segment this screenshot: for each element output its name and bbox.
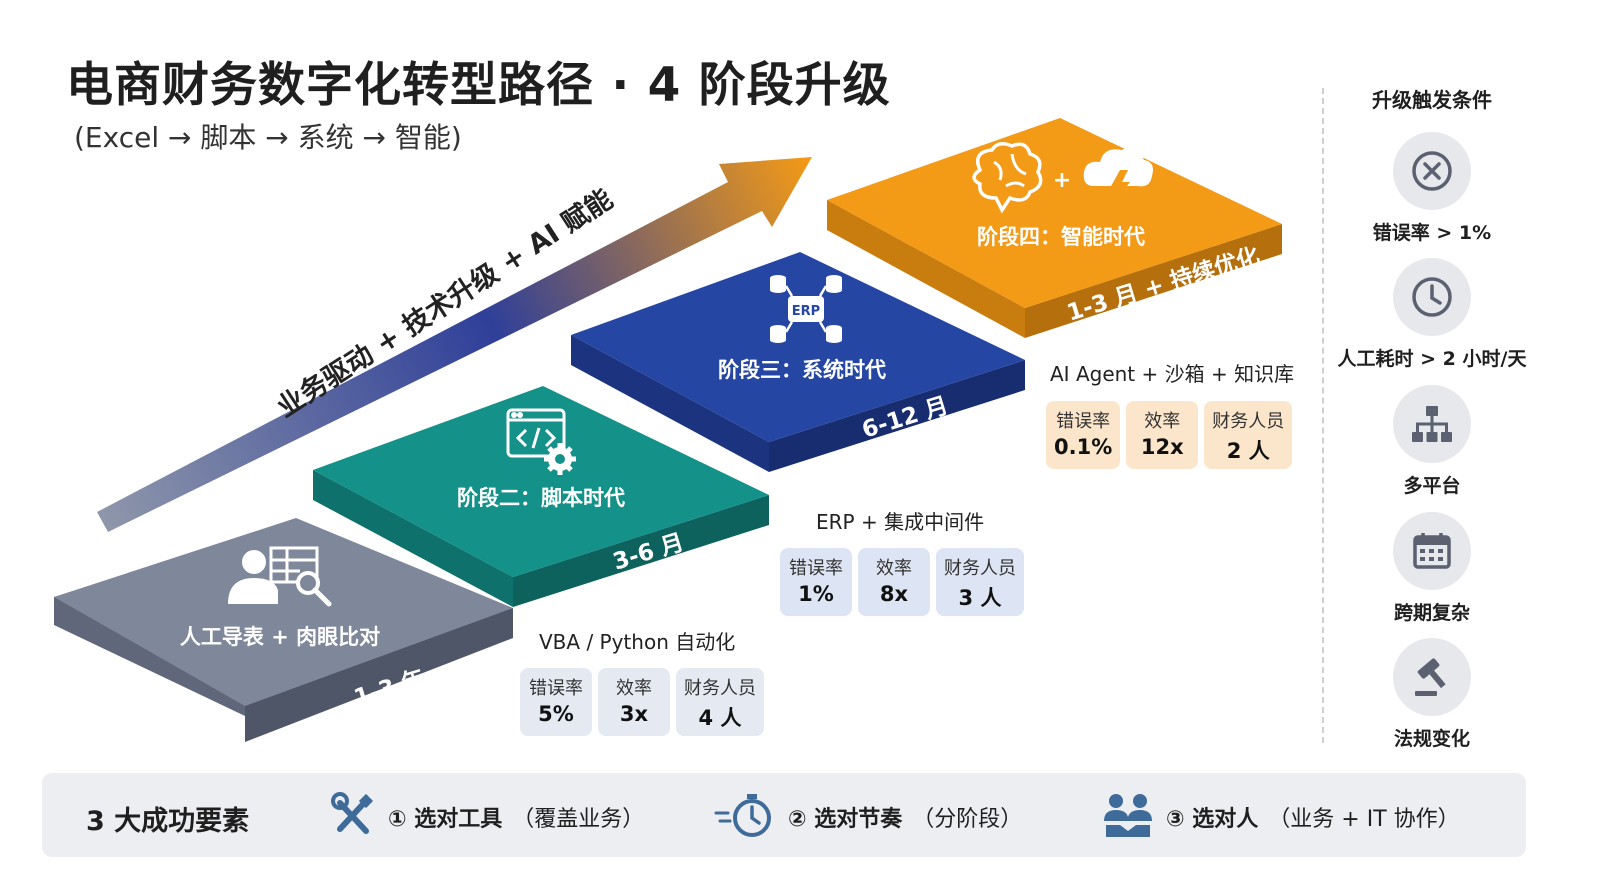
factor-tools: ① 选对工具 （覆盖业务）	[328, 791, 644, 843]
growth-arrow	[97, 157, 812, 532]
metric-card: 效率 12x	[1126, 401, 1199, 469]
gavel-icon	[1393, 638, 1471, 716]
brain-cloud-icon: +	[972, 142, 1153, 214]
metric-card: 财务人员 4 人	[676, 668, 764, 736]
erp-database-icon: ERP	[770, 275, 842, 343]
triggers-title: 升级触发条件	[1372, 88, 1492, 112]
error-x-icon	[1393, 132, 1471, 210]
stage-4-step	[827, 118, 1282, 338]
success-factors-title: 3 大成功要素	[86, 806, 250, 837]
calendar-icon	[1393, 512, 1471, 590]
tools-icon	[328, 791, 378, 843]
success-factors-bar: 3 大成功要素 ① 选对工具 （覆盖业务） ② 选对节奏 （分阶段） ③ 选对人 （业…	[42, 773, 1526, 857]
stage-1-tech: VBA / Python 自动化	[539, 630, 736, 654]
stopwatch-icon	[714, 791, 778, 843]
metric-card: 效率 3x	[598, 668, 670, 736]
page-subtitle: (Excel → 脚本 → 系统 → 智能)	[74, 121, 462, 154]
code-gear-icon	[506, 408, 576, 475]
hierarchy-icon	[1393, 385, 1471, 463]
metric-card: 错误率 0.1%	[1046, 401, 1121, 469]
factor-people: ③ 选对人 （业务 + IT 协作）	[1100, 791, 1460, 843]
stage-3-title: 阶段三：系统时代	[718, 358, 886, 382]
trigger-regulation: 法规变化	[1322, 638, 1542, 751]
svg-text:ERP: ERP	[792, 304, 820, 319]
page-title: 电商财务数字化转型路径 · 4 阶段升级	[66, 58, 891, 113]
stage-4-title: 阶段四：智能时代	[977, 225, 1145, 249]
trigger-manual-time: 人工耗时 > 2 小时/天	[1322, 258, 1542, 371]
metric-card: 错误率 1%	[780, 548, 852, 616]
stage-3-step	[571, 252, 1025, 472]
people-handshake-icon	[1100, 791, 1156, 843]
person-spreadsheet-search-icon	[228, 546, 332, 607]
metric-card: 错误率 5%	[520, 668, 592, 736]
trigger-multi-platform: 多平台	[1322, 385, 1542, 498]
stage-2-tech: ERP + 集成中间件	[816, 510, 985, 534]
stage-2-metrics: 错误率 1% 效率 8x 财务人员 3 人	[780, 548, 1024, 616]
stage-2-title: 阶段二：脚本时代	[457, 486, 625, 510]
trigger-cross-period: 跨期复杂	[1322, 512, 1542, 625]
panel-divider	[1322, 88, 1324, 743]
factor-pace: ② 选对节奏 （分阶段）	[714, 791, 1022, 843]
metric-card: 效率 8x	[858, 548, 930, 616]
clock-icon	[1393, 258, 1471, 336]
stage-1-metrics: 错误率 5% 效率 3x 财务人员 4 人	[520, 668, 764, 736]
stage-1-title: 人工导表 + 肉眼比对	[179, 625, 381, 649]
stage-1-step	[54, 518, 513, 742]
trigger-error-rate: 错误率 > 1%	[1322, 132, 1542, 245]
metric-card: 财务人员 3 人	[936, 548, 1024, 616]
stage-2-step	[313, 386, 769, 607]
stage-3-metrics: 错误率 0.1% 效率 12x 财务人员 2 人	[1046, 401, 1293, 469]
metric-card: 财务人员 2 人	[1204, 401, 1293, 469]
svg-text:+: +	[1053, 168, 1071, 193]
stage-3-tech: AI Agent + 沙箱 + 知识库	[1050, 362, 1295, 386]
